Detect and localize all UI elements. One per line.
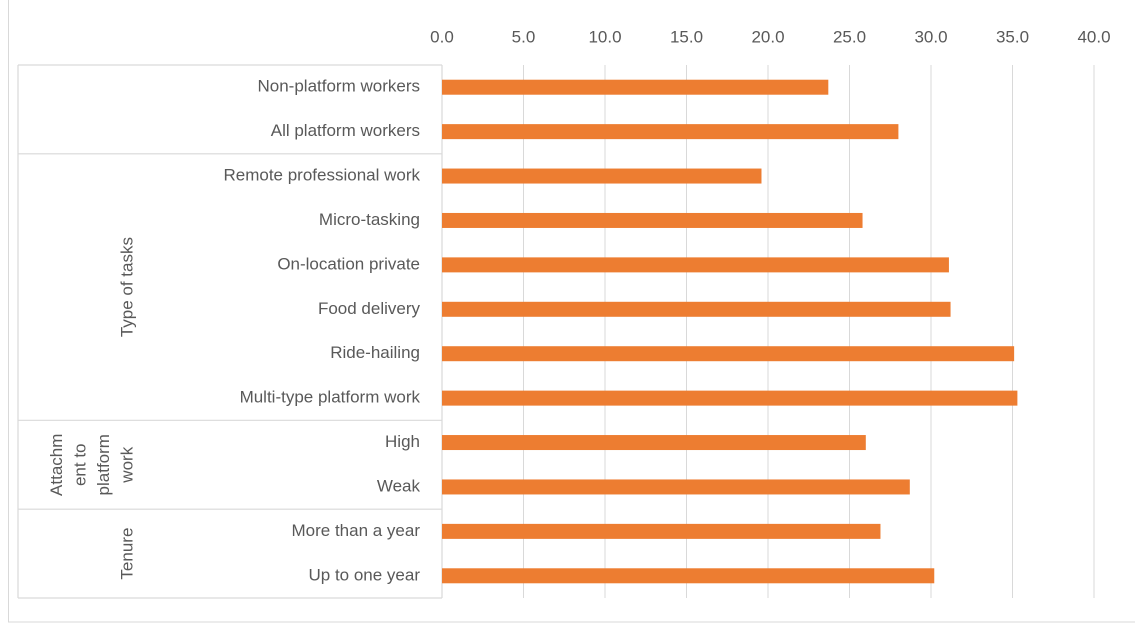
y-tick-label: More than a year — [291, 521, 420, 540]
group-label: work — [117, 446, 136, 483]
y-tick-label: Non-platform workers — [258, 77, 421, 96]
y-tick-label: On-location private — [277, 254, 420, 273]
bar — [442, 479, 910, 495]
y-tick-label: Weak — [377, 476, 421, 495]
bar — [442, 390, 1018, 406]
x-tick-label: 5.0 — [512, 27, 536, 46]
y-tick-label: Food delivery — [318, 299, 421, 318]
x-tick-label: 15.0 — [670, 27, 703, 46]
y-tick-label: Micro-tasking — [319, 210, 420, 229]
bar — [442, 79, 829, 95]
x-tick-label: 10.0 — [588, 27, 621, 46]
group-label: Tenure — [117, 528, 136, 580]
chart-border — [8, 0, 1135, 623]
group-label: platform — [94, 434, 113, 495]
group-label: Attachm — [47, 434, 66, 496]
x-tick-label: 40.0 — [1077, 27, 1110, 46]
bar — [442, 124, 899, 140]
group-label: Type of tasks — [117, 237, 136, 337]
bar — [442, 301, 951, 317]
bar — [442, 346, 1015, 362]
bar — [442, 212, 863, 228]
x-tick-label: 0.0 — [430, 27, 454, 46]
x-tick-label: 25.0 — [833, 27, 866, 46]
y-tick-label: Multi-type platform work — [240, 388, 421, 407]
y-tick-label: Up to one year — [308, 565, 420, 584]
y-tick-label: Remote professional work — [223, 166, 420, 185]
bar — [442, 523, 881, 539]
y-tick-label: All platform workers — [271, 121, 420, 140]
bar — [442, 568, 935, 584]
bar — [442, 168, 762, 184]
y-tick-label: Ride-hailing — [330, 343, 420, 362]
y-tick-label: High — [385, 432, 420, 451]
x-tick-label: 30.0 — [914, 27, 947, 46]
x-tick-label: 20.0 — [751, 27, 784, 46]
x-tick-label: 35.0 — [996, 27, 1029, 46]
group-label: ent to — [70, 443, 89, 486]
bar — [442, 435, 866, 451]
bar — [442, 257, 949, 273]
